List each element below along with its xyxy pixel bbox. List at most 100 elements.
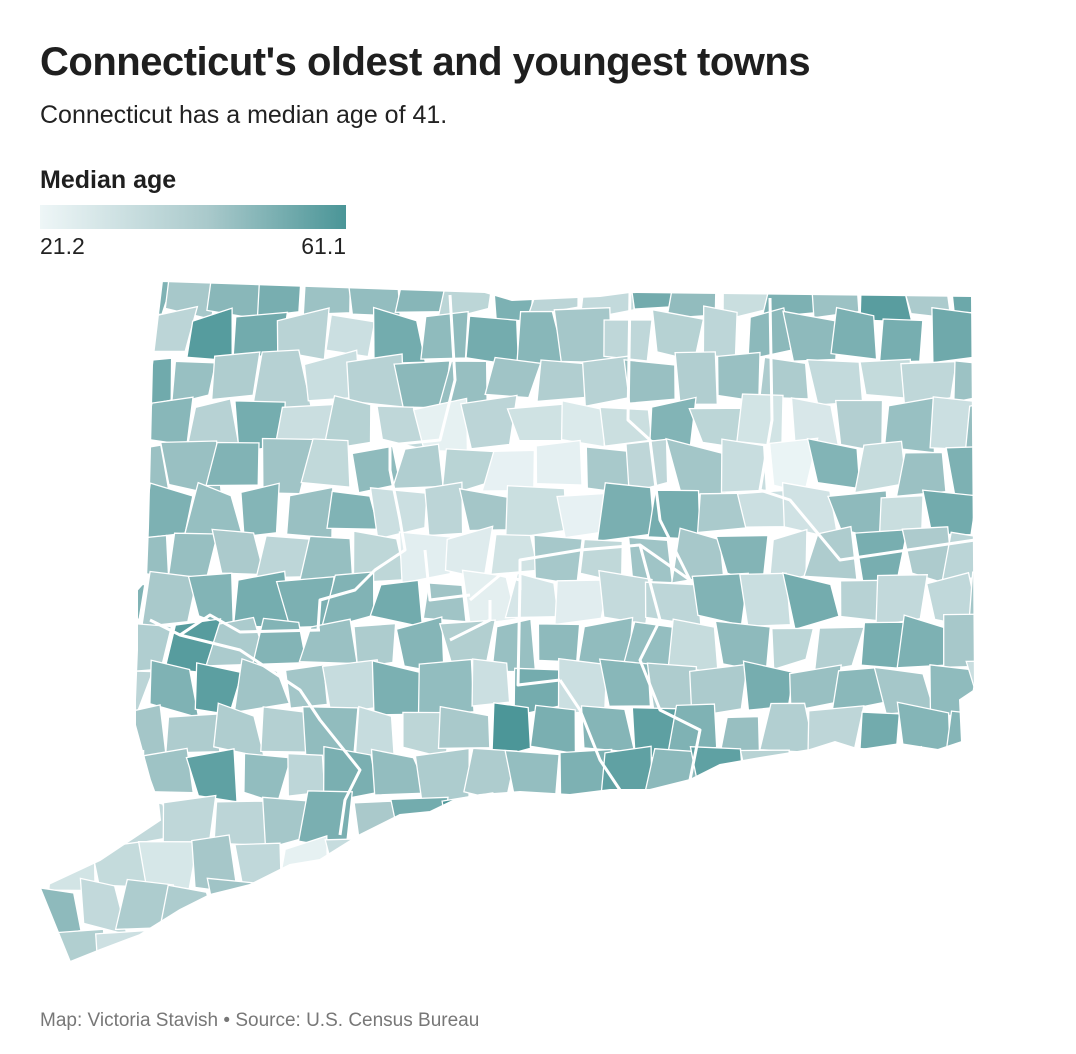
town-polygon bbox=[40, 527, 84, 584]
town-polygon bbox=[484, 356, 542, 399]
town-polygon bbox=[461, 569, 517, 627]
town-polygon bbox=[185, 748, 238, 803]
town-polygon bbox=[115, 704, 167, 761]
page-title: Connecticut's oldest and youngest towns bbox=[40, 40, 811, 84]
town-polygon bbox=[633, 884, 678, 928]
town-polygon bbox=[424, 481, 464, 537]
town-polygon bbox=[721, 979, 767, 1022]
town-polygon bbox=[40, 620, 70, 669]
town-polygon bbox=[390, 886, 449, 924]
town-polygon bbox=[948, 281, 975, 315]
town-polygon bbox=[972, 486, 975, 533]
town-polygon bbox=[438, 880, 497, 929]
county-border-middlesex-newlondon bbox=[638, 544, 702, 781]
county-border-newhaven-middlesex bbox=[558, 679, 622, 791]
town-polygon bbox=[550, 934, 613, 962]
town-polygon bbox=[793, 753, 840, 802]
town-polygon bbox=[416, 834, 472, 886]
town-polygon bbox=[48, 583, 102, 627]
town-polygon bbox=[758, 702, 816, 754]
town-polygon bbox=[321, 659, 380, 715]
town-polygon bbox=[598, 569, 653, 625]
town-polygon bbox=[371, 659, 425, 716]
town-polygon bbox=[45, 752, 107, 804]
county-border-newhaven-hartford bbox=[423, 549, 471, 602]
town-polygon bbox=[324, 837, 382, 886]
town-polygon bbox=[535, 439, 583, 486]
town-polygon bbox=[803, 525, 858, 581]
town-polygon bbox=[854, 975, 908, 1021]
town-polygon bbox=[76, 281, 125, 318]
town-polygon bbox=[872, 927, 934, 962]
town-polygon bbox=[944, 710, 975, 760]
town-polygon bbox=[165, 713, 221, 754]
town-polygon bbox=[40, 884, 82, 939]
town-polygon bbox=[953, 360, 975, 403]
town-polygon bbox=[806, 883, 856, 937]
town-polygon bbox=[287, 752, 326, 797]
town-polygon bbox=[211, 528, 266, 576]
town-polygon bbox=[650, 843, 705, 890]
town-polygon bbox=[95, 929, 149, 962]
town-polygon bbox=[284, 664, 329, 709]
town-polygon bbox=[860, 621, 909, 670]
town-polygon bbox=[465, 315, 520, 367]
town-polygon bbox=[491, 702, 532, 760]
town-polygon bbox=[782, 310, 840, 362]
town-polygon bbox=[805, 791, 864, 846]
town-polygon bbox=[716, 791, 768, 850]
town-polygon bbox=[669, 884, 726, 938]
town-polygons bbox=[40, 281, 999, 1025]
town-polygon bbox=[91, 317, 153, 362]
town-polygon bbox=[343, 878, 398, 937]
town-polygon bbox=[326, 490, 380, 530]
town-polygon bbox=[234, 842, 282, 886]
town-polygon bbox=[530, 974, 588, 1021]
town-polygon bbox=[141, 570, 198, 628]
town-polygon bbox=[578, 966, 635, 1018]
town-polygon bbox=[55, 404, 108, 453]
town-polygon bbox=[767, 880, 820, 936]
town-polygon bbox=[67, 714, 124, 756]
town-polygon bbox=[720, 438, 768, 493]
town-polygon bbox=[900, 360, 958, 408]
town-polygon bbox=[623, 359, 676, 404]
page-subtitle: Connecticut has a median age of 41. bbox=[40, 101, 448, 129]
town-polygon bbox=[353, 622, 397, 669]
town-polygon bbox=[322, 395, 372, 451]
town-polygon bbox=[787, 834, 837, 890]
town-polygon bbox=[279, 835, 329, 895]
town-polygon bbox=[458, 837, 508, 888]
town-polygon bbox=[878, 318, 924, 364]
town-polygon bbox=[210, 351, 261, 401]
town-polygon bbox=[205, 441, 260, 487]
legend-max-label: 61.1 bbox=[301, 233, 346, 259]
town-polygon bbox=[369, 579, 424, 628]
town-polygon bbox=[674, 351, 718, 405]
town-polygon bbox=[300, 438, 351, 488]
town-polygon bbox=[513, 838, 561, 895]
town-polygon bbox=[170, 360, 217, 406]
town-polygon bbox=[895, 451, 947, 498]
town-polygon bbox=[528, 795, 586, 843]
town-polygon bbox=[103, 483, 142, 539]
town-polygon bbox=[45, 485, 100, 536]
town-polygon bbox=[536, 359, 589, 403]
town-polygon bbox=[67, 351, 120, 397]
town-polygon bbox=[492, 973, 539, 1022]
town-polygon bbox=[806, 359, 864, 406]
town-polygon bbox=[899, 880, 958, 931]
town-polygon bbox=[598, 924, 650, 962]
town-polygon bbox=[900, 794, 956, 845]
town-polygon bbox=[40, 451, 84, 495]
town-polygon bbox=[949, 972, 999, 1023]
town-polygon bbox=[931, 306, 975, 364]
town-polygon bbox=[367, 836, 426, 894]
town-polygon bbox=[596, 482, 656, 543]
town-polygon bbox=[972, 751, 975, 793]
town-polygon bbox=[577, 883, 632, 931]
town-polygon bbox=[737, 836, 795, 888]
town-polygon bbox=[666, 973, 720, 1025]
town-polygon bbox=[690, 932, 738, 962]
town-polygon bbox=[346, 353, 405, 408]
